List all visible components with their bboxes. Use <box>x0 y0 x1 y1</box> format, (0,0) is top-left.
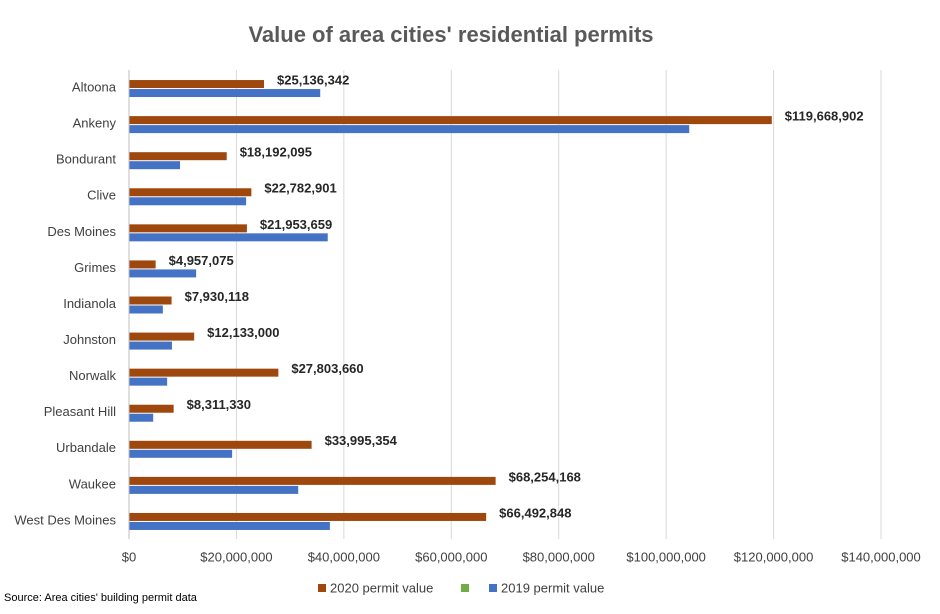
x-tick-label: $80,000,000 <box>523 549 595 564</box>
y-tick-label: Urbandale <box>56 440 116 455</box>
x-tick-label: $100,000,000 <box>626 549 706 564</box>
data-label: $119,668,902 <box>785 109 864 124</box>
bar <box>129 89 321 98</box>
data-label: $4,957,075 <box>169 253 234 268</box>
bar <box>129 116 772 125</box>
bar <box>129 440 312 449</box>
x-tick-label: $40,000,000 <box>308 549 380 564</box>
bar <box>129 449 233 458</box>
data-label: $7,930,118 <box>185 289 249 304</box>
y-tick-label: Pleasant Hill <box>44 404 116 419</box>
legend-swatch <box>489 584 497 592</box>
data-label: $21,953,659 <box>260 217 332 232</box>
y-tick-label: Altoona <box>72 79 117 94</box>
bar <box>129 152 227 161</box>
x-tick-label: $20,000,000 <box>200 549 272 564</box>
bar <box>129 188 252 197</box>
y-tick-label: Grimes <box>74 260 116 275</box>
x-tick-label: $60,000,000 <box>415 549 487 564</box>
bar <box>129 485 299 494</box>
data-label: $12,133,000 <box>207 325 279 340</box>
bar <box>129 296 172 305</box>
legend-swatch <box>461 584 469 592</box>
data-label: $8,311,330 <box>187 397 251 412</box>
bar <box>129 413 154 422</box>
bar <box>129 521 330 530</box>
data-label: $25,136,342 <box>277 72 349 87</box>
legend-label: 2020 permit value <box>330 580 433 595</box>
bar <box>129 269 197 278</box>
y-tick-label: West Des Moines <box>14 512 116 527</box>
y-tick-label: Ankeny <box>73 116 117 131</box>
bar <box>129 476 496 485</box>
y-tick-label: Bondurant <box>56 152 116 167</box>
bar <box>129 161 181 170</box>
y-tick-label: Indianola <box>63 296 117 311</box>
bar <box>129 224 247 233</box>
data-label: $33,995,354 <box>325 433 398 448</box>
y-tick-label: Waukee <box>69 476 116 491</box>
data-label: $66,492,848 <box>499 505 571 520</box>
y-tick-label: Norwalk <box>69 368 116 383</box>
bar <box>129 197 247 206</box>
bar <box>129 260 156 269</box>
bar <box>129 341 172 350</box>
x-tick-label: $120,000,000 <box>734 549 814 564</box>
bar <box>129 368 279 377</box>
bar <box>129 332 195 341</box>
y-tick-label: Johnston <box>63 332 116 347</box>
y-tick-label: Des Moines <box>47 224 116 239</box>
legend-swatch <box>318 584 326 592</box>
x-tick-label: $0 <box>122 549 136 564</box>
data-label: $18,192,095 <box>240 145 312 160</box>
bar <box>129 305 163 314</box>
bar <box>129 377 168 386</box>
bar <box>129 512 487 521</box>
data-label: $27,803,660 <box>291 361 363 376</box>
data-label: $22,782,901 <box>264 181 336 196</box>
data-label: $68,254,168 <box>509 469 581 484</box>
x-tick-label: $140,000,000 <box>841 549 921 564</box>
bar <box>129 80 265 89</box>
bar <box>129 233 328 242</box>
bar <box>129 404 174 413</box>
chart-title: Value of area cities' residential permit… <box>248 22 653 47</box>
y-tick-label: Clive <box>87 188 116 203</box>
source: Source: Area cities' building permit dat… <box>4 592 198 604</box>
bar <box>129 125 690 134</box>
legend-label: 2019 permit value <box>501 580 604 595</box>
